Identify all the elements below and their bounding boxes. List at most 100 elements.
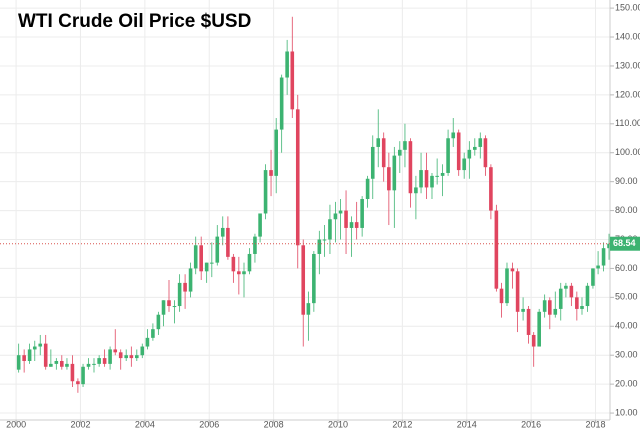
candle-body <box>489 167 493 211</box>
y-tick-label: 130.00 <box>615 60 640 70</box>
candle-body <box>596 265 600 269</box>
candle-body <box>349 222 354 228</box>
candle-body <box>446 138 450 173</box>
candle-body <box>242 271 246 275</box>
x-tick-label: 2008 <box>264 419 284 429</box>
x-tick-label: 2012 <box>392 419 412 429</box>
y-tick-label: 100.00 <box>615 147 640 157</box>
candle-body <box>151 329 155 338</box>
candle-body <box>580 306 584 309</box>
candle-body <box>558 288 563 309</box>
candle-body <box>451 132 456 139</box>
last-price-label: 68.54 <box>613 238 636 248</box>
candle-body <box>548 300 552 315</box>
candle-body <box>124 355 128 359</box>
candle-body <box>575 297 579 309</box>
candle-body <box>312 253 316 304</box>
x-tick-label: 2014 <box>457 419 477 429</box>
candle-body <box>172 306 177 308</box>
candle-body <box>370 146 375 179</box>
candle-body <box>285 51 289 78</box>
candle-body <box>397 149 402 156</box>
candle-body <box>301 245 306 315</box>
candle-body <box>113 349 118 353</box>
candle-body <box>521 308 525 312</box>
chart-title: WTI Crude Oil Price $USD <box>18 11 251 32</box>
candle-body <box>526 308 531 335</box>
candle-body <box>231 256 236 272</box>
y-tick-label: 50.00 <box>615 292 638 302</box>
candle-body <box>118 352 123 359</box>
candle-body <box>430 175 434 188</box>
candle-body <box>279 77 284 130</box>
candle-body <box>97 358 101 364</box>
candle-body <box>510 268 515 272</box>
candle-body <box>328 219 332 240</box>
candle-body <box>258 213 262 237</box>
candle-body <box>60 360 64 367</box>
candle-body <box>494 210 499 289</box>
candle-body <box>392 155 397 191</box>
candle-body <box>43 343 48 367</box>
candle-body <box>569 285 574 298</box>
candle-body <box>237 271 241 275</box>
candle-body <box>601 248 606 266</box>
y-tick-label: 110.00 <box>615 118 640 128</box>
candle-body <box>376 138 381 147</box>
candle-body <box>263 170 268 214</box>
candle-body <box>76 381 80 385</box>
candle-body <box>204 262 209 272</box>
candle-body <box>365 178 370 200</box>
candle-body <box>183 282 187 292</box>
candle-body <box>70 363 75 382</box>
candle-body <box>585 285 590 307</box>
candle-body <box>414 187 418 194</box>
candle-body <box>177 282 182 307</box>
y-tick-label: 40.00 <box>615 321 638 331</box>
candle-body <box>22 355 26 361</box>
y-tick-label: 150.00 <box>615 2 640 12</box>
candle-body <box>32 346 37 350</box>
candle-body <box>344 210 348 228</box>
candle-body <box>564 285 568 289</box>
y-tick-label: 10.00 <box>615 407 638 417</box>
candle-body <box>440 172 445 176</box>
candle-body <box>220 227 225 237</box>
candle-body <box>199 245 203 272</box>
candle-body <box>403 141 407 150</box>
y-tick-label: 60.00 <box>615 263 638 273</box>
x-tick-label: 2006 <box>199 419 219 429</box>
x-tick-label: 2018 <box>585 419 605 429</box>
candle-body <box>247 253 252 272</box>
candle-body <box>531 334 536 347</box>
candle-body <box>38 343 43 347</box>
y-tick-label: 30.00 <box>615 350 638 360</box>
x-tick-label: 2010 <box>328 419 348 429</box>
y-tick-label: 120.00 <box>615 89 640 99</box>
candle-body <box>435 175 439 177</box>
candle-body <box>515 271 520 312</box>
candle-body <box>65 363 69 367</box>
candle-body <box>140 346 145 356</box>
candle-body <box>49 363 53 367</box>
y-tick-label: 90.00 <box>615 176 638 186</box>
candle-body <box>338 210 343 214</box>
candle-body <box>306 303 311 315</box>
candle-body <box>274 129 278 176</box>
candle-body <box>360 199 364 228</box>
candle-body <box>542 300 547 312</box>
candle-body <box>317 239 322 254</box>
candle-body <box>86 363 91 367</box>
candle-body <box>591 268 595 286</box>
candle-body <box>129 355 134 359</box>
candle-body <box>537 311 541 347</box>
candle-body <box>253 236 257 254</box>
candle-body <box>145 337 150 347</box>
candle-body <box>456 132 461 171</box>
candle-body <box>553 308 558 315</box>
candle-body <box>483 138 488 168</box>
candle-body <box>354 222 359 228</box>
x-tick-label: 2016 <box>521 419 541 429</box>
